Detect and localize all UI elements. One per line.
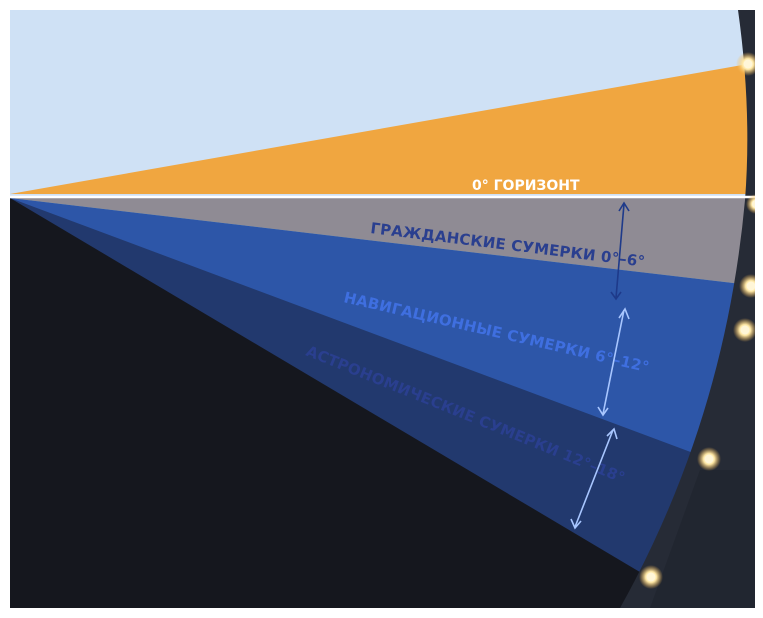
marker-nautical xyxy=(733,318,757,342)
arrow-nautical xyxy=(597,307,630,417)
arrow-civil xyxy=(610,201,630,301)
marker-sun-top xyxy=(736,52,760,76)
marker-night xyxy=(639,565,663,589)
band-civil xyxy=(10,198,755,285)
earth-rim xyxy=(620,10,755,608)
sun-wedge xyxy=(10,64,755,194)
earth-rim-shadow xyxy=(650,470,755,608)
arrow-astronomical xyxy=(570,427,618,530)
marker-astronomical xyxy=(697,447,721,471)
horizon-label: 0° ГОРИЗОНТ xyxy=(472,178,580,194)
